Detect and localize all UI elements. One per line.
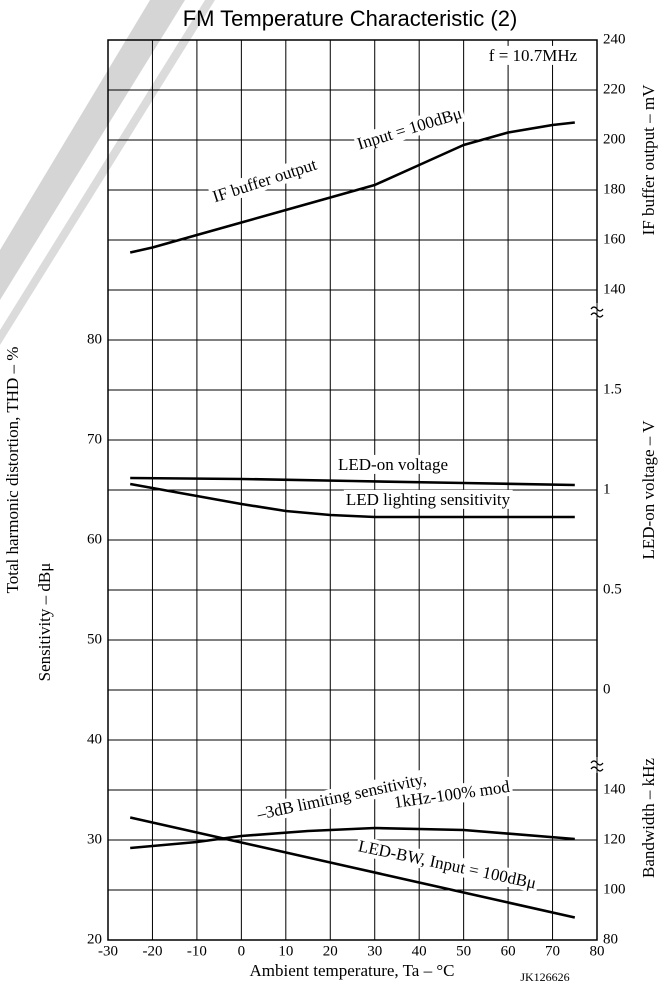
y3-tick-label: 1 xyxy=(603,481,611,497)
y-axis-label: Sensitivity – dBμ xyxy=(35,563,54,682)
x-tick-label: 60 xyxy=(501,943,516,959)
y4-axis-label: Bandwidth – kHz xyxy=(639,758,658,878)
series-line xyxy=(130,476,575,487)
watermark-stroke xyxy=(0,0,185,300)
y2-tick-label: 180 xyxy=(603,181,626,197)
series-line xyxy=(129,482,575,519)
y4-tick-label: 140 xyxy=(603,781,626,797)
figure-code: JK126626 xyxy=(520,970,569,984)
x-tick-label: 30 xyxy=(367,943,382,959)
y3-tick-label: 0 xyxy=(603,681,611,697)
y-tick-label: 60 xyxy=(87,531,102,547)
label-bg xyxy=(390,776,514,813)
y4-tick-label: 100 xyxy=(603,881,626,897)
series-label: LED lighting sensitivity xyxy=(346,490,511,509)
x-tick-label: 50 xyxy=(456,943,471,959)
y2-tick-label: 220 xyxy=(603,81,626,97)
y-tick-label: 30 xyxy=(87,831,102,847)
y-tick-label: 20 xyxy=(87,931,102,947)
label-bg xyxy=(252,768,430,825)
label-bg xyxy=(354,835,541,894)
y2-tick-label: 140 xyxy=(603,281,626,297)
label-bg xyxy=(336,454,450,474)
series-line xyxy=(129,816,576,919)
x-tick-label: 80 xyxy=(590,943,605,959)
x-tick-label: 10 xyxy=(278,943,293,959)
series-label: LED-BW, Input = 100dBμ xyxy=(357,836,538,892)
annotation: Input = 100dBμ xyxy=(355,104,464,154)
label-bg xyxy=(343,489,513,509)
x-tick-label: 0 xyxy=(238,943,246,959)
y2-axis-label: IF buffer output – mV xyxy=(639,84,658,236)
label-bg xyxy=(352,102,467,154)
series-label: IF buffer output xyxy=(210,155,319,207)
y4-tick-label: 120 xyxy=(603,831,626,847)
x-tick-label: -10 xyxy=(187,943,207,959)
x-tick-label: 20 xyxy=(323,943,338,959)
annotation: f = 10.7MHz xyxy=(489,46,578,65)
y-tick-label: 50 xyxy=(87,631,102,647)
y3-axis-label: LED-on voltage – V xyxy=(639,420,658,560)
label-bg xyxy=(208,154,322,207)
series-label: LED-on voltage xyxy=(338,455,448,474)
label-bg xyxy=(486,45,580,65)
y-tick-label: 70 xyxy=(87,431,102,447)
y3-tick-label: 1.5 xyxy=(603,381,622,397)
x-tick-label: -20 xyxy=(142,943,162,959)
y4-tick-label: 80 xyxy=(603,931,618,947)
series-line xyxy=(129,121,575,254)
x-tick-label: 40 xyxy=(412,943,427,959)
x-tick-label: 70 xyxy=(545,943,560,959)
y2-tick-label: 200 xyxy=(603,131,626,147)
y-axis-label: Total harmonic distortion, THD – % xyxy=(3,347,22,594)
y3-tick-label: 0.5 xyxy=(603,581,622,597)
y-tick-label: 80 xyxy=(87,331,102,347)
series-line xyxy=(130,826,575,850)
x-axis-label: Ambient temperature, Ta – °C xyxy=(250,961,455,980)
y2-tick-label: 240 xyxy=(603,31,626,47)
y2-tick-label: 160 xyxy=(603,231,626,247)
chart-title: FM Temperature Characteristic (2) xyxy=(183,6,518,31)
y-tick-label: 40 xyxy=(87,731,102,747)
x-tick-label: -30 xyxy=(98,943,118,959)
